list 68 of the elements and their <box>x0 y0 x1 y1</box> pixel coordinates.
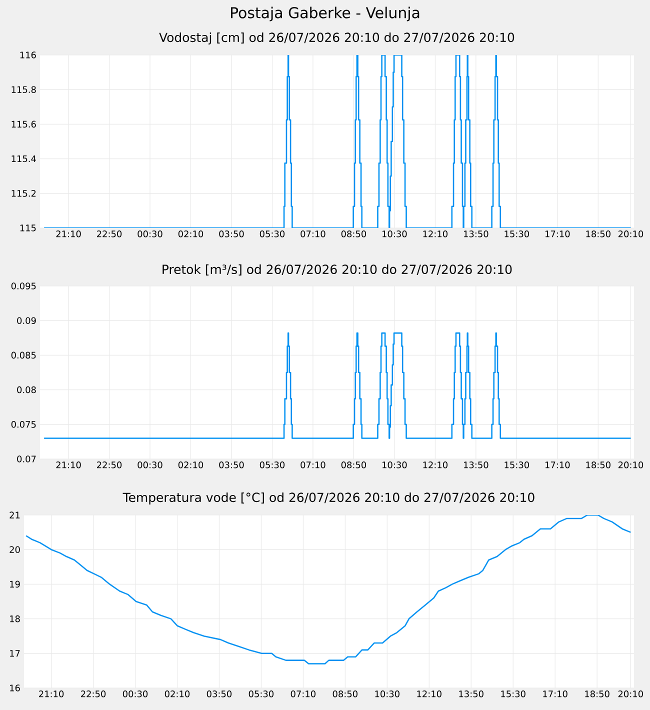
chart-title: Postaja Gaberke - Velunja <box>231 6 420 22</box>
chart-subtitle: Vodostaj [cm] od 26/07/2026 20:10 do 27/07/2026 20:10 <box>159 32 514 44</box>
x-tick-label: 12:10 <box>423 462 448 468</box>
y-tick-label: 18 <box>10 615 20 622</box>
x-tick-label: 02:10 <box>178 230 204 238</box>
x-tick-label: 03:50 <box>219 230 244 238</box>
x-tick-label: 20:10 <box>618 462 644 468</box>
y-tick-label: 115.8 <box>12 86 36 93</box>
x-tick-label: 05:30 <box>260 462 285 468</box>
x-tick-label: 00:30 <box>138 462 162 468</box>
y-tick-label: 0.095 <box>11 282 36 290</box>
x-tick-label: 20:10 <box>618 690 643 698</box>
y-tick-label: 17 <box>10 650 20 657</box>
y-tick-label: 115.2 <box>12 190 36 197</box>
y-tick-label: 16 <box>10 684 20 692</box>
x-tick-label: 13:50 <box>464 230 488 238</box>
x-tick-label: 00:30 <box>122 690 148 698</box>
x-tick-label: 12:10 <box>423 230 448 238</box>
x-tick-label: 21:10 <box>56 230 81 238</box>
x-tick-label: 02:10 <box>164 690 190 698</box>
x-tick-label: 05:30 <box>248 690 274 698</box>
x-tick-label: 15:30 <box>504 462 529 468</box>
y-tick-label: 0.07 <box>17 456 36 462</box>
x-tick-label: 20:10 <box>618 230 644 238</box>
x-tick-label: 15:30 <box>501 690 526 698</box>
x-tick-label: 02:10 <box>178 462 204 468</box>
y-tick-label: 115 <box>20 224 36 232</box>
x-tick-label: 07:10 <box>300 462 326 468</box>
chart-title: Temperatura vode [°C] od 26/07/2026 20:10 do 27/07/2026 20:10 <box>122 492 534 505</box>
x-tick-label: 10:30 <box>375 690 400 698</box>
x-tick-label: 22:50 <box>96 230 122 238</box>
y-tick-label: 0.085 <box>11 352 36 359</box>
x-tick-label: 22:50 <box>81 690 106 698</box>
x-tick-label: 13:50 <box>464 462 488 468</box>
x-tick-label: 08:50 <box>341 462 366 468</box>
x-tick-label: 07:10 <box>300 230 326 238</box>
x-tick-label: 18:50 <box>585 690 610 698</box>
x-tick-label: 21:10 <box>56 462 81 468</box>
x-tick-label: 08:50 <box>332 690 358 698</box>
y-tick-label: 115.6 <box>12 120 36 128</box>
x-tick-label: 15:30 <box>504 230 529 238</box>
y-tick-label: 19 <box>10 580 20 588</box>
x-tick-label: 03:50 <box>219 462 244 468</box>
x-tick-label: 18:50 <box>586 230 610 238</box>
line-series <box>25 515 632 664</box>
x-tick-label: 00:30 <box>138 230 162 238</box>
x-tick-label: 17:10 <box>545 230 570 238</box>
y-tick-label: 0.075 <box>11 421 36 428</box>
y-tick-label: 20 <box>10 546 20 553</box>
chart-title: Pretok [m³/s] od 26/07/2026 20:10 do 27/07/2026 20:10 <box>162 264 512 276</box>
x-tick-label: 17:10 <box>545 462 570 468</box>
y-tick-label: 21 <box>10 512 20 518</box>
x-tick-label: 10:30 <box>382 230 407 238</box>
y-tick-label: 115.4 <box>12 155 36 162</box>
x-tick-label: 22:50 <box>96 462 122 468</box>
x-tick-label: 08:50 <box>341 230 366 238</box>
x-tick-label: 12:10 <box>417 690 442 698</box>
x-tick-label: 21:10 <box>39 690 64 698</box>
y-tick-label: 0.08 <box>17 386 36 394</box>
x-tick-label: 13:50 <box>459 690 484 698</box>
x-tick-label: 05:30 <box>260 230 285 238</box>
y-tick-label: 116 <box>20 52 36 58</box>
x-tick-label: 17:10 <box>543 690 568 698</box>
x-tick-label: 10:30 <box>382 462 407 468</box>
x-tick-label: 07:10 <box>290 690 316 698</box>
y-tick-label: 0.09 <box>17 317 36 324</box>
x-tick-label: 18:50 <box>586 462 610 468</box>
x-tick-label: 03:50 <box>206 690 232 698</box>
